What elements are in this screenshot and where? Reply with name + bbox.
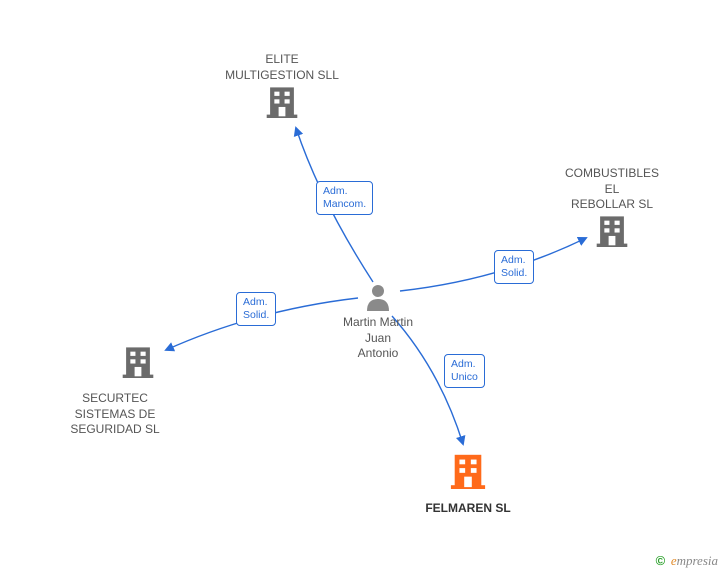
building-icon <box>449 451 487 489</box>
edge-label-elite: Adm. Mancom. <box>316 181 373 215</box>
company-node-elite <box>265 84 299 118</box>
company-label-felmaren: FELMAREN SL <box>398 501 538 517</box>
person-node-center: Martin Martin Juan Antonio <box>328 283 428 362</box>
company-label-line: COMBUSTIBLES <box>542 166 682 182</box>
person-name-line: Martin Martin <box>328 315 428 331</box>
company-label-line: SISTEMAS DE <box>45 407 185 423</box>
building-icon <box>595 213 629 247</box>
footer-attribution: © empresia <box>656 553 718 569</box>
copyright-symbol: © <box>656 553 666 568</box>
edge-label-combustibles: Adm. Solid. <box>494 250 534 284</box>
company-label-line: FELMAREN SL <box>398 501 538 517</box>
company-label-line: SECURTEC <box>45 391 185 407</box>
person-name: Martin Martin Juan Antonio <box>328 315 428 362</box>
company-label-line: REBOLLAR SL <box>542 197 682 213</box>
edge-label-felmaren: Adm. Unico <box>444 354 485 388</box>
building-icon <box>121 344 155 378</box>
company-label-elite: ELITEMULTIGESTION SLL <box>212 52 352 83</box>
person-name-line: Antonio <box>328 346 428 362</box>
person-name-line: Juan <box>328 331 428 347</box>
brand-rest: mpresia <box>677 553 718 568</box>
company-label-securtec: SECURTECSISTEMAS DESEGURIDAD SL <box>45 391 185 438</box>
edge-label-securtec: Adm. Solid. <box>236 292 276 326</box>
company-node-combustibles <box>595 213 629 247</box>
company-node-felmaren <box>449 451 487 489</box>
building-icon <box>265 84 299 118</box>
company-label-line: MULTIGESTION SLL <box>212 68 352 84</box>
company-node-securtec <box>121 344 155 378</box>
person-icon <box>328 283 428 311</box>
company-label-line: SEGURIDAD SL <box>45 422 185 438</box>
company-label-line: ELITE <box>212 52 352 68</box>
company-label-combustibles: COMBUSTIBLESELREBOLLAR SL <box>542 166 682 213</box>
company-label-line: EL <box>542 182 682 198</box>
